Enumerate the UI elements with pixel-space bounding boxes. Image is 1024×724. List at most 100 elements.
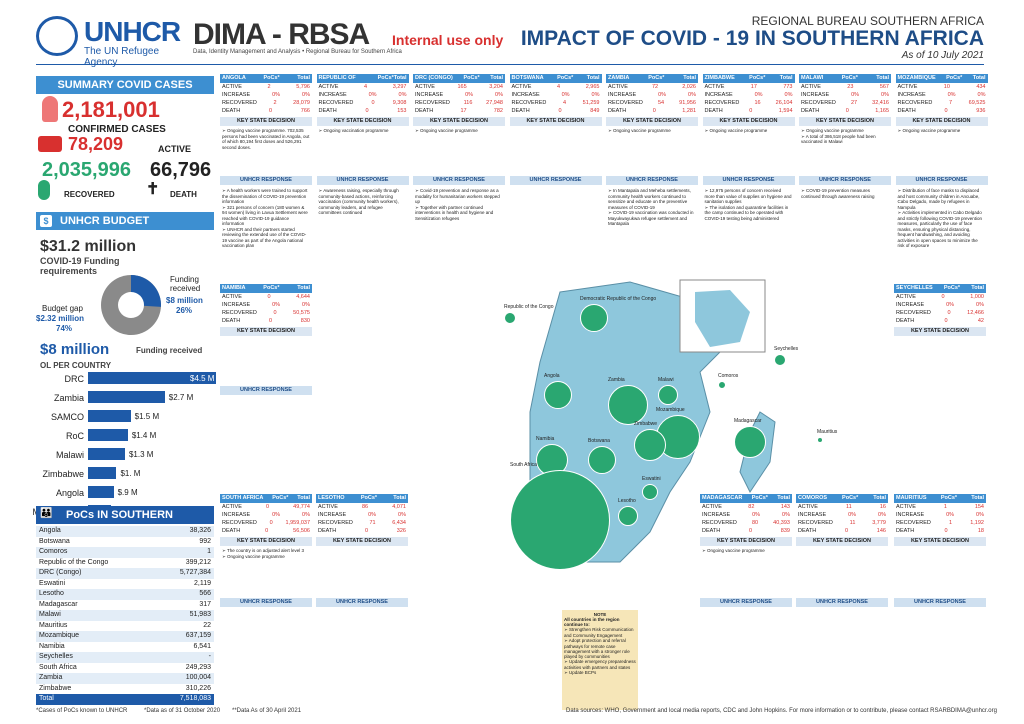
bar bbox=[88, 429, 128, 441]
stat-row: ACTIVE 11 16 bbox=[796, 503, 888, 511]
stat-cell: 11 bbox=[849, 520, 856, 526]
pocs-value: 22 bbox=[203, 621, 211, 629]
pocs-value: 38,326 bbox=[189, 527, 211, 534]
note-item: ➢ Adopt protection and referral pathways… bbox=[564, 638, 630, 659]
bullet: ➢ Together with partner continued interv… bbox=[415, 204, 494, 221]
total-col: Total bbox=[777, 495, 790, 501]
stat-row: RECOVERED 7 69,525 bbox=[896, 99, 988, 107]
pocs-country: Seychelles bbox=[39, 653, 73, 660]
death-value: 66,796 bbox=[150, 159, 212, 181]
stat-row: RECOVERED 1 1,192 bbox=[894, 519, 986, 527]
stat-row: RECOVERED 16 26,104 bbox=[703, 99, 795, 107]
stat-cell: RECOVERED bbox=[318, 100, 354, 106]
stat-cell: RECOVERED bbox=[222, 310, 257, 316]
received-label: Funding received bbox=[170, 275, 201, 293]
stat-cell: 50,575 bbox=[293, 310, 310, 316]
stat-cell: ACTIVE bbox=[798, 504, 818, 510]
stat-row: ACTIVE 165 3,204 bbox=[413, 83, 505, 91]
map-label: Seychelles bbox=[774, 346, 799, 352]
hospital-bed-icon bbox=[38, 136, 62, 152]
bar-label: Zambia bbox=[53, 393, 84, 403]
pocs-row: Mozambique 637,159 bbox=[36, 631, 214, 642]
stat-row: INCREASE 0% 0% bbox=[510, 91, 602, 99]
stat-cell: 0 bbox=[371, 100, 375, 106]
stat-row: INCREASE 0% 0% bbox=[796, 511, 888, 519]
stat-row: DEATH 0 326 bbox=[316, 527, 408, 535]
pocs-country: Mauritius bbox=[39, 621, 68, 629]
pocs-col: PoCs* bbox=[263, 75, 280, 81]
pocs-value: 51,983 bbox=[189, 611, 211, 618]
pocs-row: Botswana 992 bbox=[36, 537, 214, 548]
bar-value: $4.5 M bbox=[190, 374, 215, 383]
bullet: ➢ Covid-19 prevention and response as a … bbox=[415, 188, 500, 204]
bar-value: $1.3 M bbox=[128, 450, 154, 459]
recovered-person-icon bbox=[38, 180, 50, 200]
stat-cell: 40,393 bbox=[773, 520, 790, 526]
death-label: DEATH bbox=[170, 190, 197, 199]
pocs-row: Zimbabwe 310,226 bbox=[36, 684, 214, 695]
stat-cell: ACTIVE bbox=[511, 84, 532, 90]
bullet: ➢ Ongoing vaccine programme. 702,535 per… bbox=[222, 128, 310, 150]
stat-cell: DEATH bbox=[511, 108, 530, 114]
country-name: DRC (CONGO) bbox=[415, 75, 453, 81]
map-label: Zimbabwe bbox=[634, 421, 658, 427]
stat-row: INCREASE 0% 0% bbox=[220, 91, 312, 99]
pocs-country: South Africa bbox=[39, 663, 77, 671]
decision-bullets: ➢ Ongoing vaccine programme bbox=[896, 126, 988, 136]
stat-row: RECOVERED 0 50,575 bbox=[220, 309, 312, 317]
stat-row: INCREASE 0% 0% bbox=[700, 511, 792, 519]
stat-cell: 0 bbox=[558, 108, 562, 114]
pocs-country: Comoros bbox=[39, 548, 68, 555]
stat-cell: 0% bbox=[591, 92, 600, 98]
stat-cell: DEATH bbox=[318, 528, 337, 534]
country-name: ANGOLA bbox=[222, 75, 246, 81]
key-state-decision: KEY STATE DECISION bbox=[606, 117, 698, 126]
stat-cell: DEATH bbox=[704, 108, 723, 114]
stat-cell: 2,965 bbox=[585, 84, 600, 90]
stat-cell: RECOVERED bbox=[415, 100, 450, 106]
stat-cell: 86 bbox=[361, 504, 369, 510]
dima-title: DIMA - RBSA bbox=[193, 18, 370, 51]
pocs-row: Malawi 51,983 bbox=[36, 610, 214, 621]
key-state-decision: KEY STATE DECISION bbox=[220, 117, 312, 126]
stat-row: DEATH 0 1,594 bbox=[703, 107, 795, 115]
response-bullets: ➢ Distribution of face masks to displace… bbox=[896, 186, 988, 251]
received-big-label: Funding received bbox=[136, 346, 203, 355]
stat-cell: 32,416 bbox=[872, 100, 889, 106]
stat-cell: 567 bbox=[879, 84, 889, 90]
stat-cell: 4 bbox=[364, 84, 368, 90]
stat-cell: INCREASE bbox=[318, 92, 347, 98]
map-label: South Africa bbox=[510, 462, 537, 468]
pocs-country: Republic of the Congo bbox=[39, 558, 109, 566]
pocs-value: 249,293 bbox=[185, 663, 211, 671]
stat-row: INCREASE 0% 0% bbox=[317, 91, 409, 99]
bar-value: $1.5 M bbox=[134, 412, 160, 421]
stat-cell: 0% bbox=[754, 92, 763, 98]
note-item: ➢ Update emergency preparedness activiti… bbox=[564, 659, 636, 670]
decision-bullets: ➢ Ongoing vaccine programme bbox=[606, 126, 698, 136]
pocs-col: PoCs* bbox=[263, 285, 280, 291]
key-state-decision: KEY STATE DECISION bbox=[895, 117, 988, 126]
stat-row: INCREASE 0% 0% bbox=[220, 301, 312, 309]
budget-pie-chart bbox=[101, 275, 161, 335]
stat-row: ACTIVE 1 154 bbox=[894, 503, 986, 511]
note-items: ➢ Strengthen Risk Communication and Comm… bbox=[564, 627, 636, 676]
response-bullets: ➢ In Mantapala and Meheba settlements, c… bbox=[606, 186, 698, 229]
pocs-row: Total 7,518,083 bbox=[36, 694, 214, 705]
stat-cell: 0 bbox=[748, 528, 753, 534]
pocs-row: Eswatini 2,119 bbox=[36, 579, 214, 590]
stat-cell: 17 bbox=[460, 108, 467, 114]
key-state-decision: KEY STATE DECISION bbox=[702, 117, 795, 126]
stat-cell: 49,774 bbox=[293, 504, 310, 510]
note-item: ➢ Strengthen Risk Communication and Comm… bbox=[564, 627, 634, 638]
bullet: ➢ The isolation and quarantine facilitie… bbox=[704, 204, 789, 221]
stat-cell: 0% bbox=[272, 92, 281, 98]
bar-row: DRC $4.5 M bbox=[36, 372, 216, 386]
country-panel: ZAMBIA PoCs* Total ACTIVE 72 2,026 INCREASE 0% 0… bbox=[606, 74, 698, 136]
family-icon: 👪 bbox=[40, 508, 53, 519]
stat-row: ACTIVE 17 773 bbox=[703, 83, 795, 91]
dollar-icon: $ bbox=[40, 215, 52, 227]
bar-label: Malawi bbox=[55, 450, 84, 460]
map-label: Republic of the Congo bbox=[504, 304, 554, 310]
stat-cell: 153 bbox=[397, 108, 407, 114]
